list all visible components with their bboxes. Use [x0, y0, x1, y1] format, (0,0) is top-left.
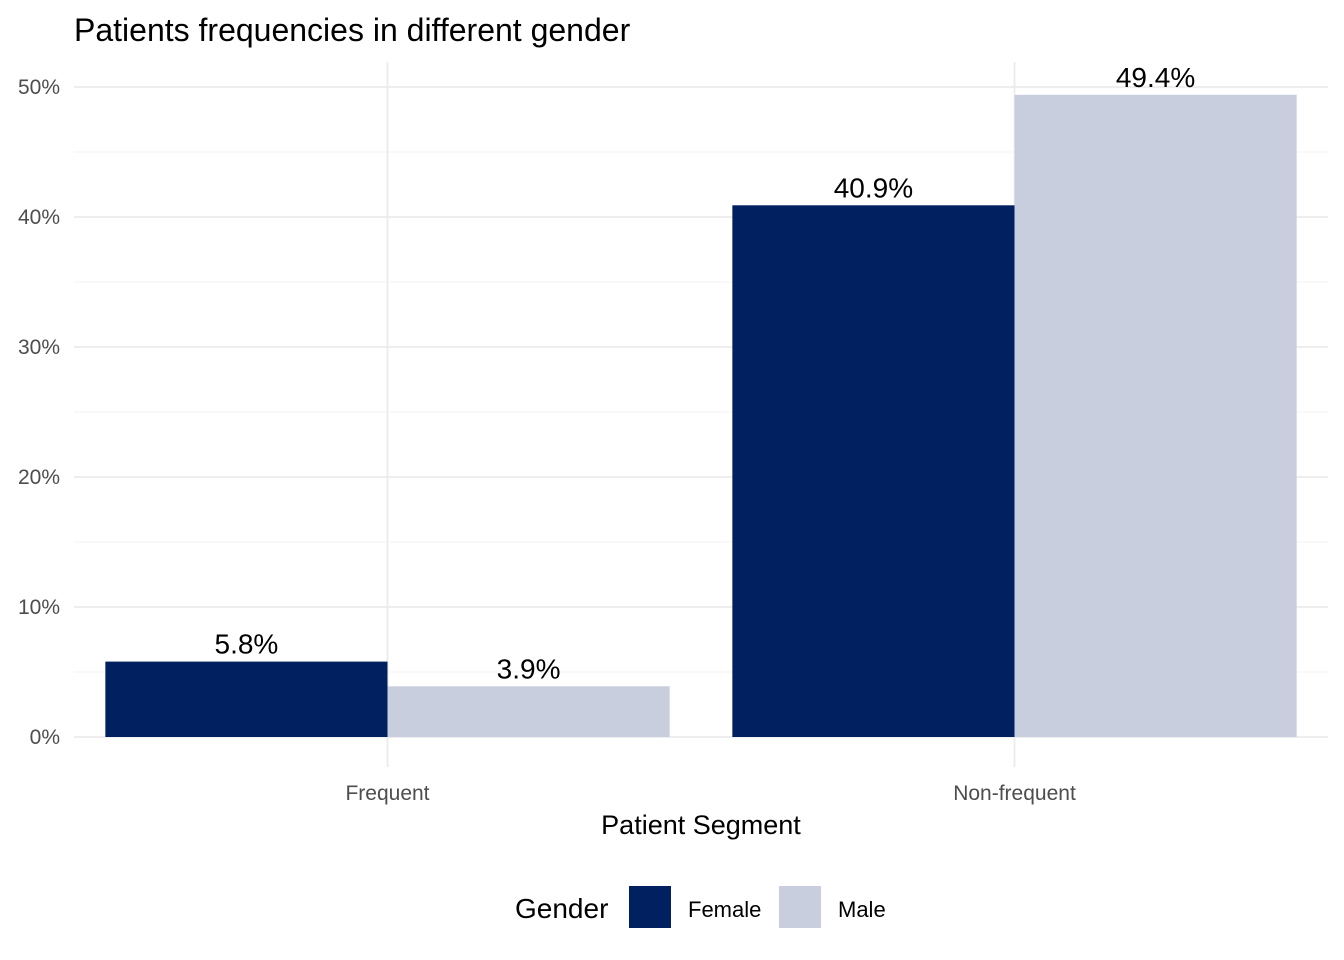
y-axis-ticks: 0% 10% 20% 30% 40% 50% — [18, 76, 60, 749]
data-label: 5.8% — [215, 629, 279, 660]
bar-male — [387, 686, 670, 737]
legend: Gender Female Male — [515, 886, 886, 928]
y-tick-label: 40% — [18, 206, 60, 229]
x-tick-label: Frequent — [345, 782, 429, 805]
x-tick-label: Non-frequent — [953, 782, 1076, 805]
x-axis-ticks: Frequent Non-frequent — [345, 782, 1075, 805]
y-tick-label: 10% — [18, 596, 60, 619]
bar-female — [105, 661, 388, 737]
legend-key-male — [779, 886, 821, 928]
bars: 5.8% 3.9% 40.9% 49.4% — [105, 62, 1297, 738]
legend-key-female — [629, 886, 671, 928]
y-tick-label: 20% — [18, 466, 60, 489]
legend-label: Male — [838, 897, 886, 922]
x-axis-title: Patient Segment — [601, 810, 801, 840]
data-label: 40.9% — [834, 172, 913, 203]
legend-title: Gender — [515, 893, 608, 924]
data-label: 3.9% — [497, 653, 561, 684]
y-tick-label: 30% — [18, 336, 60, 359]
data-label: 49.4% — [1116, 62, 1195, 93]
y-tick-label: 50% — [18, 76, 60, 99]
bar-male — [1014, 94, 1297, 738]
y-tick-label: 0% — [30, 726, 60, 749]
legend-label: Female — [688, 897, 761, 922]
bar-female — [732, 205, 1015, 738]
chart-title: Patients frequencies in different gender — [74, 12, 631, 48]
